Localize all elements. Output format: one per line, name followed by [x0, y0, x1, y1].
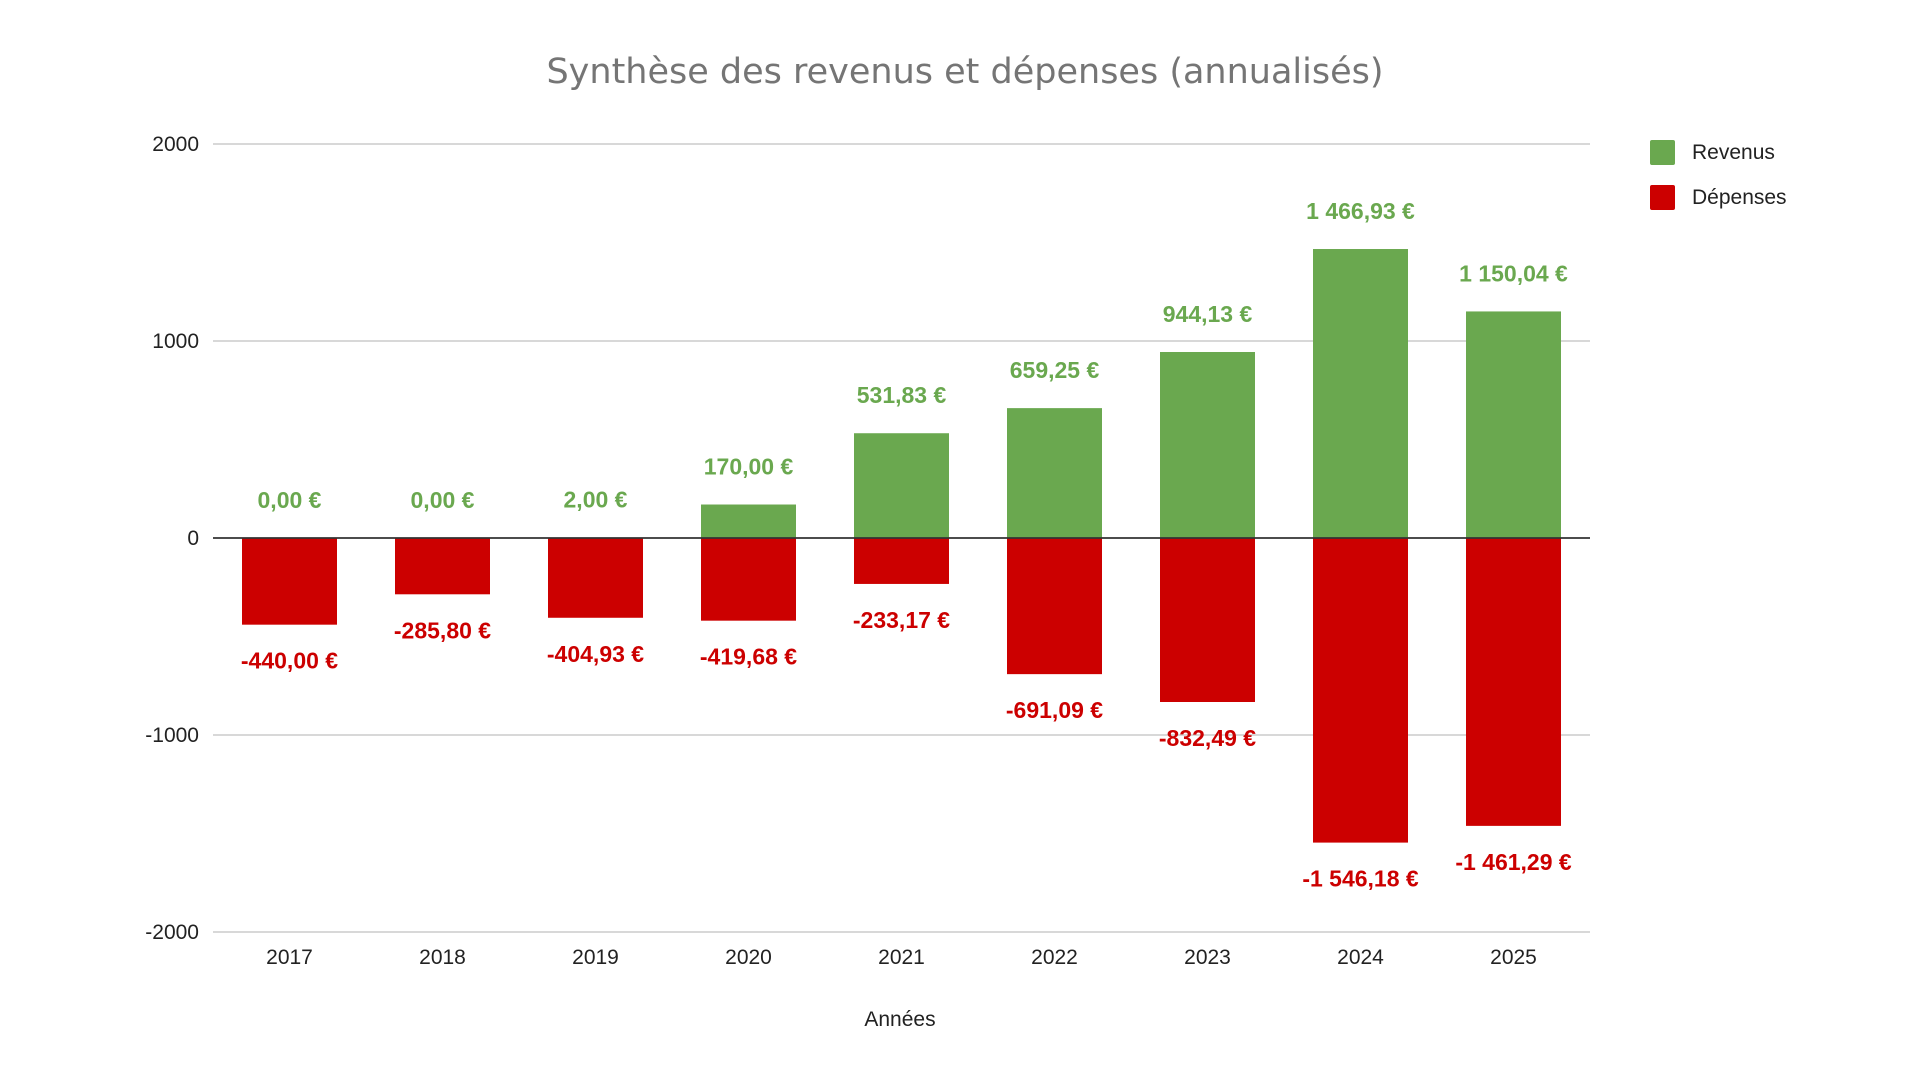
y-tick-label: 0: [187, 527, 199, 550]
legend: Revenus Dépenses: [1650, 130, 1787, 220]
bar-depenses: [1466, 538, 1561, 826]
data-label: 659,25 €: [1010, 357, 1100, 383]
data-label: 1 150,04 €: [1459, 260, 1568, 286]
chart-title: Synthèse des revenus et dépenses (annual…: [546, 52, 1384, 92]
data-label: 0,00 €: [411, 487, 475, 513]
bar-depenses: [1007, 538, 1102, 675]
y-tick-label: 1000: [152, 330, 199, 353]
legend-swatch-depenses: [1650, 185, 1675, 210]
data-label: 170,00 €: [704, 454, 794, 480]
data-label: 1 466,93 €: [1306, 198, 1415, 224]
data-label: -233,17 €: [853, 607, 950, 633]
data-label: -404,93 €: [547, 641, 644, 667]
legend-label-depenses: Dépenses: [1692, 185, 1787, 209]
x-axis-title: Années: [864, 1008, 935, 1031]
data-label: 944,13 €: [1163, 301, 1253, 327]
y-tick-label: 2000: [152, 133, 199, 156]
legend-item-revenus[interactable]: Revenus: [1650, 130, 1787, 175]
legend-label-revenus: Revenus: [1692, 140, 1775, 164]
data-label: 2,00 €: [564, 487, 628, 513]
bar-depenses: [854, 538, 949, 584]
y-tick-label: -1000: [145, 724, 199, 747]
data-label: -440,00 €: [241, 648, 338, 674]
x-tick-label: 2024: [1337, 946, 1384, 969]
bar-depenses: [548, 538, 643, 618]
x-tick-label: 2017: [266, 946, 313, 969]
data-label: -285,80 €: [394, 617, 491, 643]
bar-depenses: [1160, 538, 1255, 703]
x-tick-label: 2023: [1184, 946, 1231, 969]
x-tick-label: 2020: [725, 946, 772, 969]
bar-revenus: [1160, 352, 1255, 538]
bar-revenus: [1007, 408, 1102, 538]
data-label: -832,49 €: [1159, 725, 1256, 751]
x-tick-label: 2025: [1490, 946, 1537, 969]
bar-depenses: [701, 538, 796, 621]
bar-revenus: [1313, 249, 1408, 539]
x-tick-label: 2018: [419, 946, 466, 969]
bar-revenus: [701, 504, 796, 538]
x-tick-label: 2019: [572, 946, 619, 969]
legend-item-depenses[interactable]: Dépenses: [1650, 175, 1787, 220]
legend-swatch-revenus: [1650, 140, 1675, 165]
data-label: -1 461,29 €: [1455, 849, 1572, 875]
bar-depenses: [395, 538, 490, 595]
data-label: 0,00 €: [258, 487, 322, 513]
bar-revenus: [854, 433, 949, 538]
data-label: 531,83 €: [857, 382, 947, 408]
bar-depenses: [242, 538, 337, 625]
bar-revenus: [1466, 311, 1561, 538]
data-label: -691,09 €: [1006, 697, 1103, 723]
y-tick-label: -2000: [145, 921, 199, 944]
data-label: -1 546,18 €: [1302, 866, 1419, 892]
x-tick-label: 2022: [1031, 946, 1078, 969]
bar-depenses: [1313, 538, 1408, 843]
data-label: -419,68 €: [700, 644, 797, 670]
x-tick-label: 2021: [878, 946, 925, 969]
